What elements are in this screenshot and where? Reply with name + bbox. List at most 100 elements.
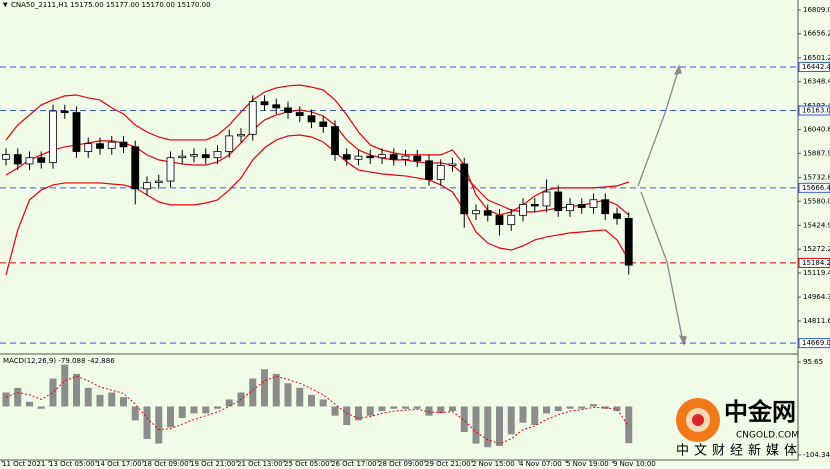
level-label-box bbox=[798, 257, 830, 268]
macd-bar bbox=[319, 399, 327, 407]
x-tick-label: 4 Nov 07:00 bbox=[519, 460, 562, 468]
macd-bar bbox=[143, 406, 151, 439]
candle-body bbox=[425, 160, 433, 180]
candle-body bbox=[389, 154, 398, 160]
candle-body bbox=[589, 199, 598, 208]
brand: 中金网 bbox=[724, 398, 796, 426]
macd-bar bbox=[437, 406, 445, 414]
macd-bar bbox=[61, 364, 69, 407]
macd-bar bbox=[566, 406, 574, 409]
candle-body bbox=[178, 155, 187, 159]
candle-body bbox=[49, 110, 57, 163]
macd-bar bbox=[578, 406, 586, 409]
x-tick-label: 29 Oct 21:00 bbox=[425, 460, 471, 468]
level-label: 15184.26 bbox=[802, 259, 830, 267]
candle-body bbox=[25, 157, 34, 165]
x-tick-label: 21 Oct 13:00 bbox=[237, 460, 283, 468]
candle-body bbox=[225, 135, 234, 152]
macd-bar bbox=[425, 406, 433, 416]
candle-body bbox=[154, 180, 163, 184]
macd-bar bbox=[366, 406, 374, 416]
x-tick-label: 26 Oct 17:00 bbox=[331, 460, 377, 468]
candle-body bbox=[248, 101, 257, 135]
macd-bar bbox=[37, 406, 45, 409]
macd-bar bbox=[343, 406, 351, 426]
candle-body bbox=[624, 218, 633, 266]
macd-bar bbox=[284, 383, 292, 407]
projection-up bbox=[637, 67, 680, 187]
y-tick-label: 14811.60 bbox=[803, 317, 830, 325]
macd-bar bbox=[613, 406, 621, 412]
projection-down bbox=[640, 191, 684, 343]
y-tick-label: 15887.90 bbox=[803, 149, 830, 157]
macd-bar bbox=[308, 394, 315, 407]
y-tick-label: 16809.00 bbox=[803, 6, 830, 14]
x-tick-label: 11 Oct 2021 bbox=[2, 460, 45, 468]
macd-bar bbox=[484, 406, 492, 448]
level-label-box bbox=[798, 338, 830, 349]
candle-body bbox=[295, 112, 304, 117]
y-tick-label: 14964.35 bbox=[803, 293, 830, 301]
macd-bar bbox=[496, 406, 503, 446]
candle-body bbox=[190, 154, 198, 157]
macd-bar bbox=[73, 373, 80, 407]
macd-bar bbox=[96, 394, 104, 407]
logo-core bbox=[692, 414, 704, 426]
arrow-head bbox=[678, 335, 687, 346]
level-label: 15666.41 bbox=[802, 184, 830, 192]
candle-body bbox=[601, 199, 610, 215]
macd-bar bbox=[507, 406, 515, 435]
macd-bar bbox=[49, 378, 57, 407]
x-tick-label: 13 Oct 05:00 bbox=[49, 460, 95, 468]
level-label: 14669.06 bbox=[802, 339, 830, 347]
candle-body bbox=[37, 157, 46, 163]
macd-header: MACD(12,26,9) -79.088 -42.886 bbox=[3, 357, 115, 365]
candle-body bbox=[213, 151, 222, 159]
y-tick-label: 16501.25 bbox=[803, 54, 830, 62]
candle-body bbox=[460, 163, 469, 215]
candle-body bbox=[2, 154, 10, 160]
macd-bar bbox=[120, 397, 127, 407]
candle-body bbox=[519, 204, 527, 216]
macd-bar bbox=[449, 406, 456, 412]
candle-body bbox=[413, 155, 422, 162]
macd-bar bbox=[296, 387, 304, 407]
y-tick-label: 15580.05 bbox=[803, 197, 830, 205]
candle-body bbox=[542, 191, 551, 207]
macd-bar bbox=[590, 404, 597, 407]
candle-body bbox=[554, 191, 563, 212]
level-label-box bbox=[798, 62, 830, 73]
macd-bar bbox=[331, 406, 339, 416]
y-tick-label: 95.65 bbox=[803, 358, 823, 366]
macd-bar bbox=[261, 369, 268, 407]
bollinger-band bbox=[5, 84, 629, 216]
slogan: 中文财经新媒体 bbox=[676, 443, 802, 459]
candle-body bbox=[566, 204, 574, 212]
candle-body bbox=[483, 210, 492, 216]
candle-body bbox=[472, 210, 480, 215]
macd-bar bbox=[167, 406, 174, 428]
x-tick-label: 25 Oct 05:00 bbox=[284, 460, 330, 468]
candle-body bbox=[96, 143, 104, 149]
candle-body bbox=[342, 154, 351, 160]
candle-body bbox=[107, 141, 116, 149]
macd-bar bbox=[2, 392, 10, 407]
candle-body bbox=[307, 115, 316, 123]
macd-bar bbox=[601, 406, 609, 409]
macd-bar bbox=[460, 406, 468, 432]
x-tick-label: 14 Oct 17:00 bbox=[96, 460, 142, 468]
macd-bar bbox=[178, 406, 186, 419]
watermark: 中金网 CNGOLD.COM 中文财经新媒体 bbox=[676, 398, 802, 459]
x-tick-label: 18 Oct 09:00 bbox=[143, 460, 189, 468]
menu-arrow[interactable]: ▼ bbox=[3, 2, 8, 9]
macd-bar bbox=[272, 373, 280, 407]
y-tick-label: 15119.45 bbox=[803, 269, 830, 277]
candle-body bbox=[613, 213, 621, 219]
macd-signal bbox=[5, 375, 630, 445]
candle-body bbox=[366, 155, 375, 159]
candle-body bbox=[13, 154, 22, 165]
macd-bar bbox=[402, 406, 409, 409]
y-tick-label: 16348.40 bbox=[803, 78, 830, 86]
macd-bar bbox=[108, 392, 116, 407]
